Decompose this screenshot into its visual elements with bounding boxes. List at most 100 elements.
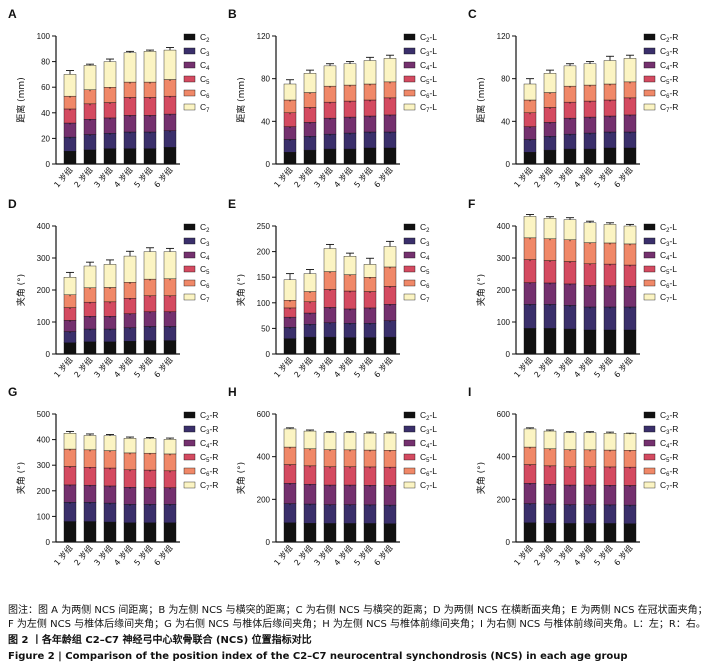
bar-segment xyxy=(523,112,537,127)
legend-swatch xyxy=(183,47,196,55)
legend-label: C4 xyxy=(420,250,430,262)
legend-label: C6 xyxy=(200,278,210,290)
bar-segment xyxy=(603,466,617,486)
bar-segment xyxy=(123,452,137,471)
bar-segment xyxy=(163,295,177,312)
bar-segment xyxy=(283,112,297,127)
panel-b: B 0 40 80 120 距离 (mm) 1 岁组2 岁组3 岁组4 岁组5 岁组6 岁组… xyxy=(228,7,437,189)
bar-segment xyxy=(83,341,97,355)
legend-swatch xyxy=(643,411,656,419)
bar-segment xyxy=(163,95,177,115)
panel-a: A 0 20 40 60 80 100 距离 (mm) 1 岁组2 岁组3 岁组4 岁组5 岁组… xyxy=(8,7,210,189)
bar-segment xyxy=(383,504,397,524)
bar-segment xyxy=(603,83,617,101)
panel-f: F 0 100 200 300 400 夹角 (°) 1 岁组2 岁组3 岁组4 岁组5 岁组… xyxy=(468,197,677,379)
y-axis-label: 夹角 (°) xyxy=(235,462,247,494)
bar-segment xyxy=(543,149,557,165)
bar-segment xyxy=(603,60,617,85)
bar-segment xyxy=(163,504,177,524)
bar-segment xyxy=(563,523,577,543)
bar-segment xyxy=(103,467,117,487)
bar-segment xyxy=(623,285,637,308)
category-label: 5 岁组 xyxy=(352,165,375,190)
y-axis-label: 夹角 (°) xyxy=(475,462,487,494)
category-label: 6 岁组 xyxy=(372,355,395,380)
legend-label: C2-L xyxy=(660,222,677,234)
legend-label: C7-L xyxy=(660,292,677,304)
bar-segment xyxy=(83,118,97,135)
bar-segment xyxy=(323,117,337,135)
y-tick-label: 600 xyxy=(257,410,271,419)
legend-swatch xyxy=(403,223,416,231)
bar-segment xyxy=(623,131,637,149)
legend-swatch xyxy=(403,467,416,475)
y-tick-label: 40 xyxy=(501,117,510,126)
bar-segment xyxy=(83,149,97,165)
bar-segment xyxy=(63,95,77,110)
legend-label: C4-R xyxy=(200,438,218,450)
panel-letter: I xyxy=(468,385,471,399)
bar-segment xyxy=(603,115,617,133)
legend-swatch xyxy=(643,75,656,83)
bar-segment xyxy=(523,483,537,504)
bar-segment xyxy=(63,277,77,296)
legend-label: C6-L xyxy=(420,466,437,478)
legend-label: C4 xyxy=(200,60,210,72)
bar-segment xyxy=(83,287,97,303)
category-label: 5 岁组 xyxy=(352,543,375,568)
panel-letter: E xyxy=(228,197,236,211)
legend-swatch xyxy=(183,237,196,245)
category-label: 4 岁组 xyxy=(112,165,135,190)
legend-swatch xyxy=(183,279,196,287)
bar-segment xyxy=(563,484,577,505)
legend-label: C4-L xyxy=(420,60,437,72)
bar-segment xyxy=(583,263,597,286)
bar-segment xyxy=(103,328,117,343)
bar-segment xyxy=(623,225,637,245)
bar-segment xyxy=(63,320,77,332)
legend-swatch xyxy=(183,223,196,231)
category-label: 5 岁组 xyxy=(352,355,375,380)
bar-segment xyxy=(283,126,297,140)
bar-segment xyxy=(563,219,577,240)
category-label: 1 岁组 xyxy=(52,355,75,380)
bar-segment xyxy=(163,453,177,472)
bar-segment xyxy=(303,324,317,338)
bar-segment xyxy=(83,502,97,522)
legend-swatch xyxy=(643,453,656,461)
y-tick-label: 120 xyxy=(497,32,511,41)
bar-segment xyxy=(163,487,177,505)
legend-swatch xyxy=(643,33,656,41)
bar-segment xyxy=(123,97,137,116)
category-label: 2 岁组 xyxy=(72,355,95,380)
legend-label: C3 xyxy=(200,236,210,248)
y-tick-label: 80 xyxy=(41,58,50,67)
legend-label: C4-R xyxy=(660,60,678,72)
bar-segment xyxy=(603,485,617,506)
bar-segment xyxy=(163,278,177,296)
bar-segment xyxy=(543,465,557,485)
bar-segment xyxy=(103,86,117,103)
bar-segment xyxy=(63,466,77,486)
bar-segment xyxy=(523,304,537,329)
bar-segment xyxy=(583,242,597,264)
category-label: 3 岁组 xyxy=(312,165,335,190)
bar-segment xyxy=(323,449,337,467)
category-label: 3 岁组 xyxy=(552,165,575,190)
category-label: 6 岁组 xyxy=(612,355,635,380)
y-tick-label: 400 xyxy=(37,222,51,231)
bar-segment xyxy=(363,449,377,468)
category-label: 6 岁组 xyxy=(612,165,635,190)
bar-segment xyxy=(303,122,317,137)
legend-label: C6-R xyxy=(660,466,678,478)
legend-label: C3-L xyxy=(660,236,677,248)
legend-swatch xyxy=(183,425,196,433)
bar-segment xyxy=(323,432,337,450)
category-label: 4 岁组 xyxy=(112,355,135,380)
bar-segment xyxy=(383,433,397,451)
category-label: 5 岁组 xyxy=(592,543,615,568)
category-label: 1 岁组 xyxy=(272,543,295,568)
bar-segment xyxy=(83,435,97,451)
legend-label: C7-L xyxy=(420,102,437,114)
bar-segment xyxy=(583,329,597,355)
